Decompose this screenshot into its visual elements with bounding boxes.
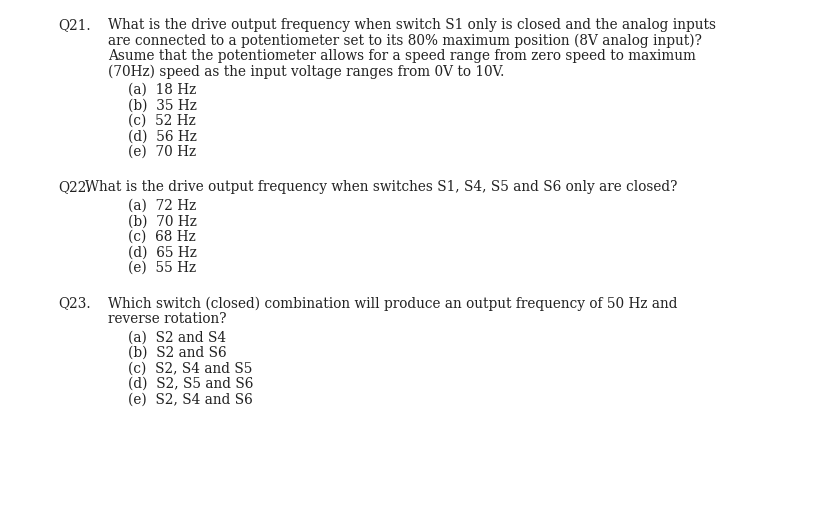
Text: (d)  S2, S5 and S6: (d) S2, S5 and S6 xyxy=(128,377,253,391)
Text: Q22.: Q22. xyxy=(58,181,90,195)
Text: reverse rotation?: reverse rotation? xyxy=(108,312,227,326)
Text: (d)  56 Hz: (d) 56 Hz xyxy=(128,129,197,144)
Text: (a)  18 Hz: (a) 18 Hz xyxy=(128,83,196,97)
Text: What is the drive output frequency when switches S1, S4, S5 and S6 only are clos: What is the drive output frequency when … xyxy=(85,181,676,195)
Text: Asume that the potentiometer allows for a speed range from zero speed to maximum: Asume that the potentiometer allows for … xyxy=(108,49,695,63)
Text: (a)  S2 and S4: (a) S2 and S4 xyxy=(128,330,226,345)
Text: (e)  70 Hz: (e) 70 Hz xyxy=(128,145,196,159)
Text: Q23.: Q23. xyxy=(58,296,90,311)
Text: (e)  55 Hz: (e) 55 Hz xyxy=(128,261,196,275)
Text: (a)  72 Hz: (a) 72 Hz xyxy=(128,199,196,213)
Text: (b)  70 Hz: (b) 70 Hz xyxy=(128,215,197,229)
Text: (d)  65 Hz: (d) 65 Hz xyxy=(128,245,197,259)
Text: Which switch (closed) combination will produce an output frequency of 50 Hz and: Which switch (closed) combination will p… xyxy=(108,296,676,311)
Text: (c)  52 Hz: (c) 52 Hz xyxy=(128,114,195,128)
Text: What is the drive output frequency when switch S1 only is closed and the analog : What is the drive output frequency when … xyxy=(108,18,715,32)
Text: (c)  S2, S4 and S5: (c) S2, S4 and S5 xyxy=(128,362,252,375)
Text: (c)  68 Hz: (c) 68 Hz xyxy=(128,230,195,244)
Text: (b)  S2 and S6: (b) S2 and S6 xyxy=(128,346,227,360)
Text: (e)  S2, S4 and S6: (e) S2, S4 and S6 xyxy=(128,393,252,407)
Text: (b)  35 Hz: (b) 35 Hz xyxy=(128,99,197,113)
Text: (70Hz) speed as the input voltage ranges from 0V to 10V.: (70Hz) speed as the input voltage ranges… xyxy=(108,65,504,79)
Text: Q21.: Q21. xyxy=(58,18,90,32)
Text: are connected to a potentiometer set to its 80% maximum position (8V analog inpu: are connected to a potentiometer set to … xyxy=(108,33,701,48)
